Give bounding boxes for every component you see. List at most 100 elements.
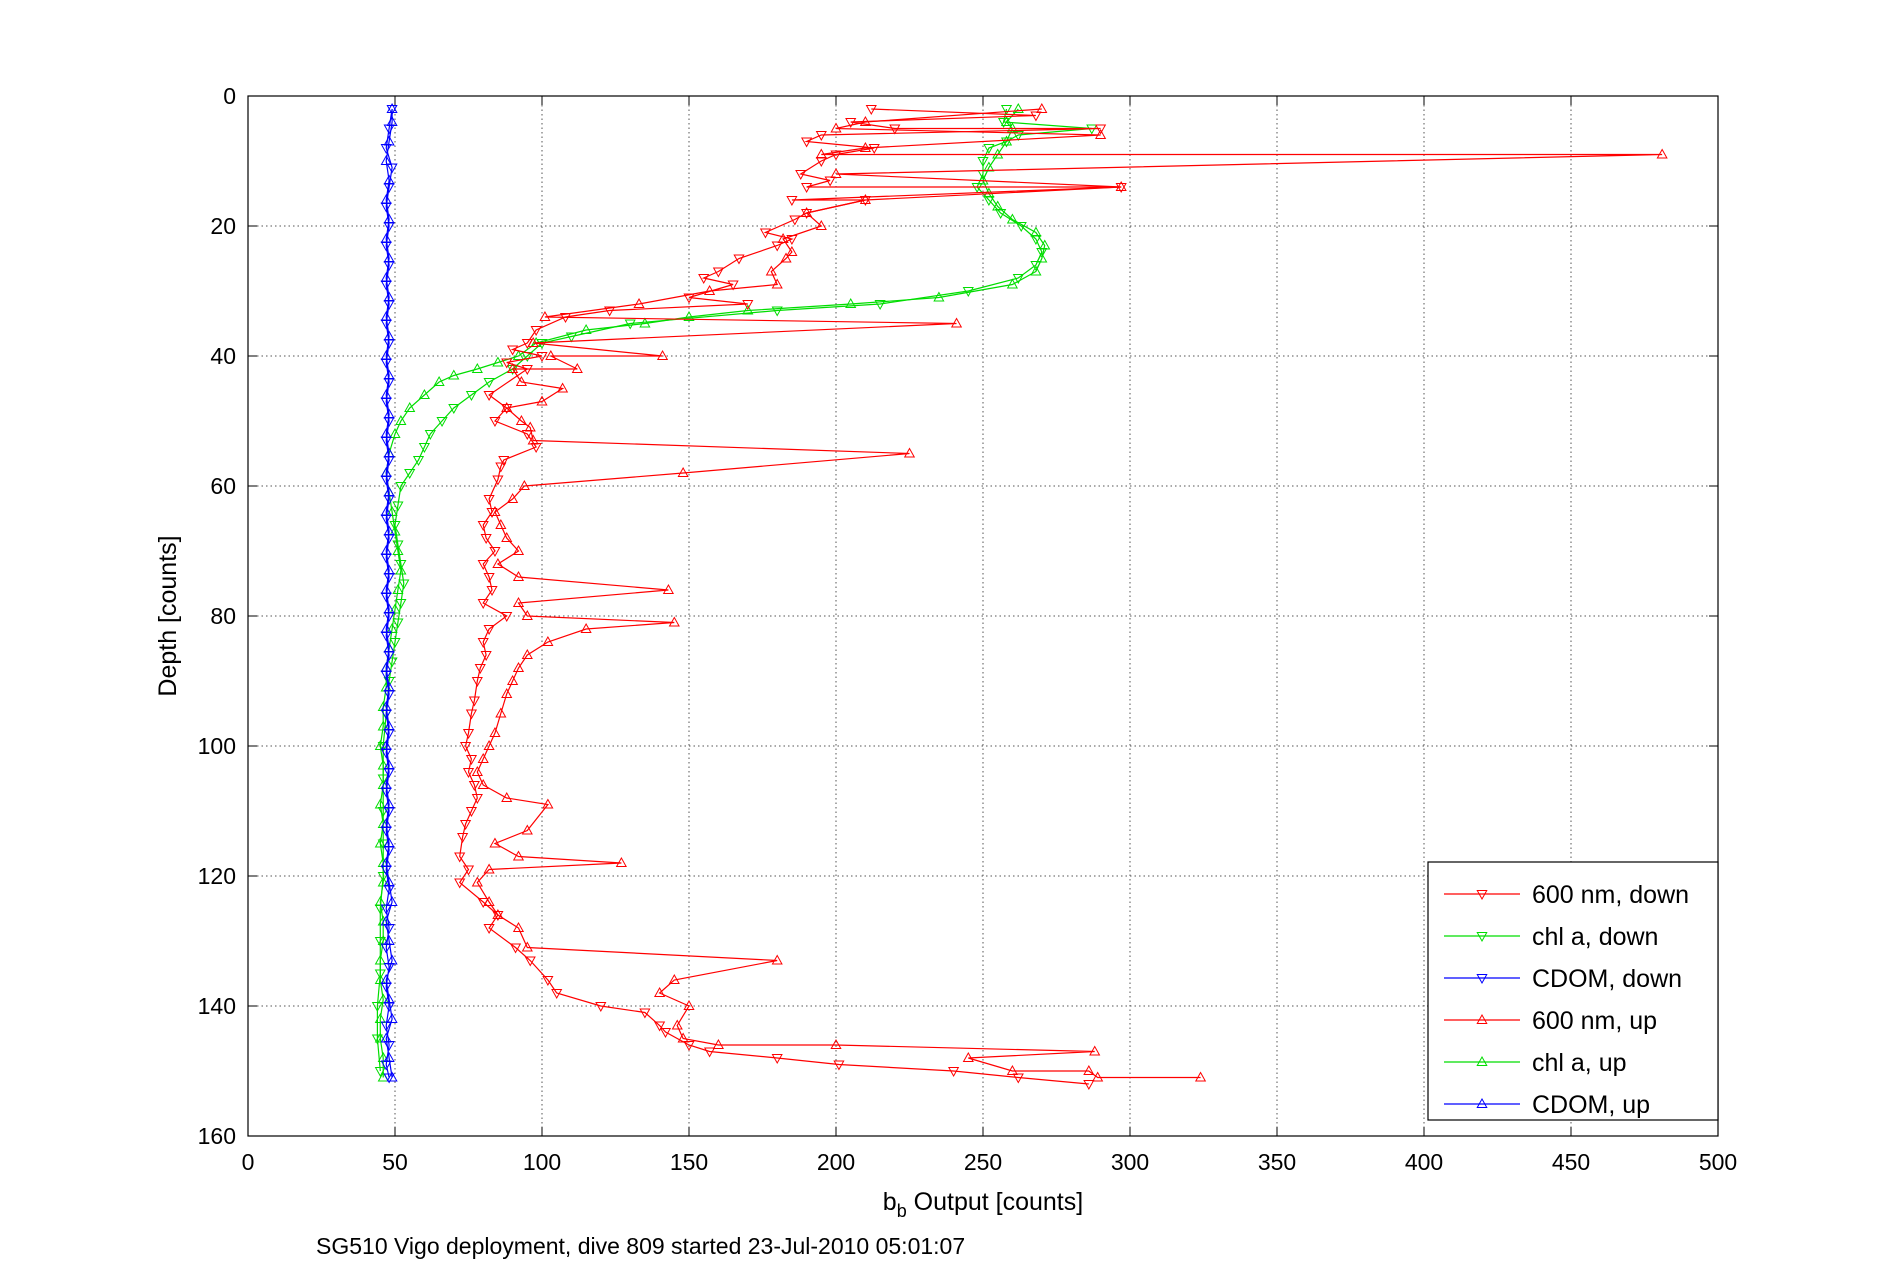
data-point — [815, 219, 827, 230]
data-point — [501, 791, 513, 802]
data-point — [501, 358, 513, 369]
data-point — [506, 492, 519, 503]
data-point — [977, 157, 989, 168]
data-point — [962, 1051, 974, 1062]
data-point — [492, 356, 504, 367]
x-tick-label: 50 — [382, 1149, 408, 1175]
data-point — [383, 1073, 395, 1084]
data-point — [565, 332, 578, 343]
y-tick-label: 20 — [210, 213, 236, 239]
data-point — [771, 954, 783, 965]
data-point — [1000, 105, 1013, 116]
data-point — [1036, 102, 1048, 113]
data-point — [833, 1060, 845, 1071]
data-point — [633, 297, 645, 308]
data-point — [512, 850, 525, 861]
data-point — [1012, 102, 1024, 113]
data-point — [374, 1032, 386, 1043]
data-point — [380, 915, 392, 926]
x-axis-label-subscript: b — [897, 1201, 907, 1221]
data-point — [477, 638, 489, 649]
data-point — [1030, 226, 1042, 237]
data-point — [671, 1019, 683, 1030]
data-point — [418, 443, 431, 454]
data-point — [412, 456, 425, 467]
data-point — [383, 1051, 395, 1062]
legend-label: CDOM, down — [1532, 965, 1682, 993]
data-point — [1000, 115, 1013, 126]
data-point — [495, 707, 507, 718]
data-point — [418, 388, 431, 399]
series-line — [385, 109, 393, 1078]
data-point — [874, 300, 886, 311]
data-point — [800, 206, 813, 217]
legend-label: 600 nm, down — [1532, 881, 1689, 909]
data-point — [377, 993, 389, 1004]
data-point — [383, 330, 395, 341]
data-point — [506, 362, 519, 373]
data-point — [551, 989, 563, 1000]
data-point — [506, 674, 519, 685]
data-point — [383, 934, 395, 945]
data-point — [374, 1012, 386, 1023]
data-point — [392, 544, 404, 555]
data-point — [1012, 1073, 1024, 1084]
data-point — [1115, 180, 1127, 191]
data-point — [521, 365, 533, 376]
data-point — [465, 755, 478, 766]
y-tick-label: 0 — [223, 83, 236, 109]
data-point — [859, 115, 872, 126]
data-point — [542, 976, 554, 987]
data-point — [865, 105, 877, 116]
data-point — [386, 895, 398, 906]
x-tick-label: 0 — [242, 1149, 255, 1175]
x-tick-label: 500 — [1699, 1149, 1737, 1175]
data-point — [677, 466, 689, 477]
data-point — [571, 362, 583, 373]
data-point — [615, 856, 627, 867]
data-point — [380, 817, 392, 828]
data-point — [377, 720, 389, 731]
data-point — [653, 1021, 666, 1032]
series-cdom-up — [380, 102, 398, 1082]
data-point — [383, 564, 395, 575]
data-point — [383, 369, 395, 380]
data-point — [383, 837, 395, 848]
data-point — [471, 765, 483, 776]
data-point — [1015, 222, 1027, 233]
data-point — [521, 609, 533, 620]
data-point — [698, 274, 710, 285]
x-tick-label: 450 — [1552, 1149, 1590, 1175]
data-point — [483, 739, 495, 750]
series-layer — [371, 102, 1668, 1091]
data-point — [486, 586, 498, 597]
data-point — [489, 837, 501, 848]
data-point — [386, 505, 398, 516]
data-point — [483, 495, 495, 506]
data-point — [512, 349, 525, 360]
data-point — [765, 265, 777, 276]
data-point — [383, 135, 395, 146]
data-point — [992, 148, 1004, 159]
data-point — [386, 1012, 398, 1023]
data-point — [383, 447, 395, 458]
data-point — [386, 1071, 398, 1082]
data-point — [521, 648, 533, 659]
data-point — [542, 635, 554, 646]
data-point — [486, 508, 498, 519]
data-point — [377, 876, 389, 887]
data-point — [668, 973, 680, 984]
data-point — [483, 573, 495, 584]
data-point — [459, 742, 472, 753]
data-point — [639, 317, 651, 328]
data-point — [539, 310, 551, 321]
data-point — [471, 362, 483, 373]
data-point — [677, 1032, 689, 1043]
chart-caption: SG510 Vigo deployment, dive 809 started … — [316, 1233, 965, 1259]
data-point — [992, 200, 1004, 211]
legend-entry: chl a, up — [1444, 1049, 1627, 1077]
data-point — [371, 1002, 383, 1013]
data-point — [668, 616, 680, 627]
data-point — [480, 534, 492, 545]
data-point — [521, 824, 533, 835]
